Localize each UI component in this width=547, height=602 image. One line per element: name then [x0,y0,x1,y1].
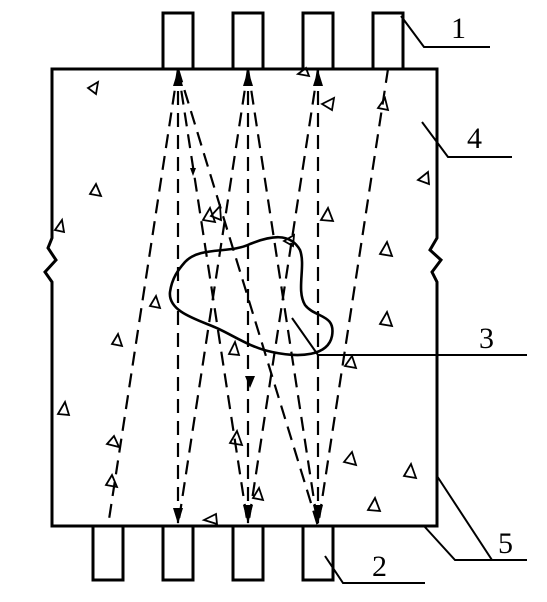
aggregate [56,399,71,417]
top-probe-3 [301,11,335,71]
bottom-probe-2 [161,524,195,582]
label-1: 1 [451,12,466,45]
top-probe-2 [231,11,265,71]
leader-line-5a [436,475,527,561]
bottom-probe-3 [231,524,265,582]
aggregate [282,233,296,248]
aggregate [402,461,418,480]
arrowhead [243,505,253,524]
aggregate [319,205,335,223]
ray-path [106,68,180,527]
arrowhead [313,505,323,524]
aggregate [366,495,382,513]
arrowhead [190,168,196,176]
aggregate [320,96,336,112]
aggregate [105,434,121,449]
aggregate [86,80,100,96]
aggregate [343,354,358,370]
aggregate [378,239,394,258]
ray-path [316,68,390,527]
leader-line-3 [291,317,527,356]
aggregate [110,331,124,348]
aggregate [251,485,265,502]
leader-line-2 [324,555,425,584]
leader-line-5b [423,525,492,561]
arrowhead [243,70,253,86]
aggregate [201,205,217,224]
arrowhead [245,376,255,388]
leader-line-4 [421,121,512,158]
arrowhead [173,508,183,524]
ray-paths [106,68,390,527]
aggregate-marks [53,66,431,526]
bottom-probe-1 [91,524,125,582]
aggregate [416,170,431,186]
ray-path [176,68,250,527]
aggregate [104,473,119,489]
aggregate [376,95,390,112]
ray-path [176,68,320,527]
aggregate [342,450,358,467]
aggregate [227,339,241,357]
aggregate [88,182,103,198]
label-3: 3 [479,322,494,355]
aggregate [209,203,223,222]
label-4: 4 [467,122,482,155]
ray-arrowheads [173,70,323,524]
top-probe-4 [371,11,405,71]
aggregate [148,293,162,310]
defect-void [168,235,334,357]
arrowhead [313,70,323,86]
aggregate [228,428,244,447]
member-outline [43,67,444,528]
ray-path [246,68,320,527]
leader-lines [291,15,527,584]
aggregate [378,309,394,328]
aggregate [201,512,219,526]
aggregate [53,217,66,234]
leader-line-1 [400,15,490,48]
label-2: 2 [372,550,387,583]
bottom-probe-4 [301,524,335,582]
bottom-probes [91,524,335,582]
label-5: 5 [498,527,513,560]
aggregate [295,66,311,78]
top-probes [161,11,405,71]
arrowhead [173,70,183,86]
top-probe-1 [161,11,195,71]
